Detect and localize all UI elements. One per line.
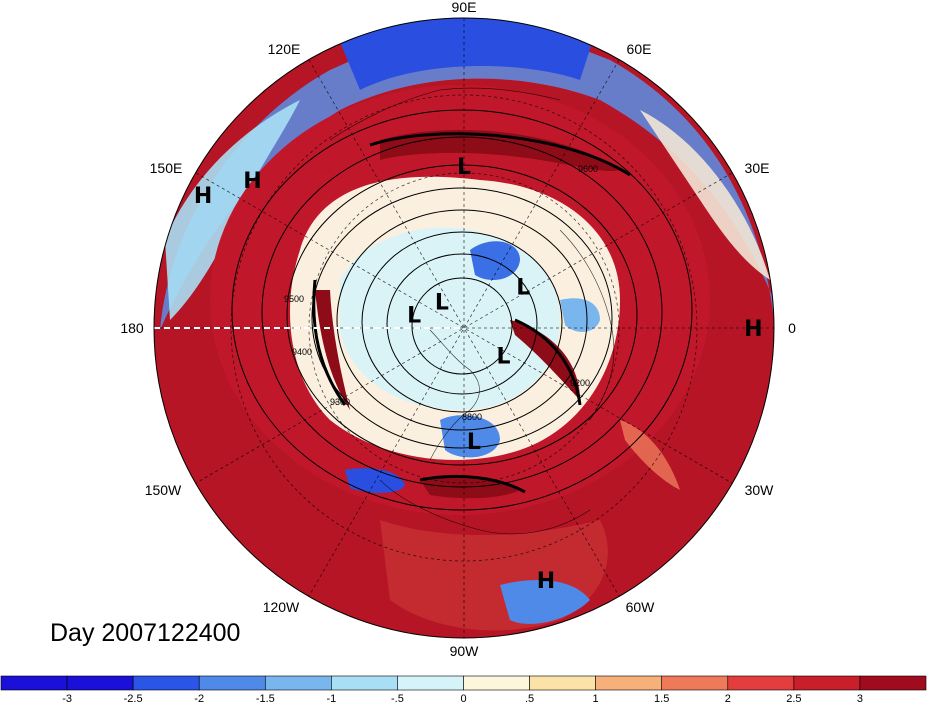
parallel-30N bbox=[230, 94, 698, 562]
lon-label-30W: 30W bbox=[745, 482, 775, 498]
contour-label-group: 9600 9500 9400 9300 8800 9200 bbox=[284, 164, 598, 422]
colorbar-box-10 bbox=[661, 675, 729, 691]
lon-label-30E: 30E bbox=[745, 160, 770, 176]
northwest-light-region bbox=[165, 100, 300, 320]
colorbar-box-12 bbox=[793, 675, 861, 691]
red-stripe-west bbox=[315, 290, 350, 410]
longitude-labels: 90E 60E 30E 0 30W 60W 90W 120W 150W 180 … bbox=[120, 0, 796, 659]
contour-label-4: 9300 bbox=[330, 397, 350, 407]
colorbar-box-5 bbox=[331, 675, 398, 691]
colorbar-box-1 bbox=[66, 675, 134, 691]
red-stripe-east bbox=[510, 320, 580, 400]
high-center-8: H bbox=[744, 317, 762, 342]
lon-label-180: 180 bbox=[120, 320, 144, 336]
day-label: Day 2007122400 bbox=[50, 619, 241, 647]
jet-contour-east bbox=[514, 318, 582, 406]
low-center-4: L bbox=[496, 345, 510, 370]
coastline-greenland bbox=[429, 329, 480, 461]
colorbar-box-11 bbox=[727, 675, 795, 691]
colorbar-tick-1: -2.5 bbox=[124, 693, 143, 702]
colorbar-tick-7: .5 bbox=[525, 693, 534, 702]
meridian-120E-60W bbox=[308, 59, 620, 597]
colorbar-box-2 bbox=[132, 675, 200, 691]
map-disc: 9600 9500 9400 9300 8800 9200 bbox=[153, 17, 775, 639]
lon-label-0: 0 bbox=[788, 320, 796, 336]
contour-8900 bbox=[411, 277, 513, 375]
colorbar-tick-5: -.5 bbox=[391, 693, 404, 702]
top-blue-region bbox=[330, 18, 600, 90]
high-center-9: H bbox=[537, 569, 555, 594]
colorbar-box-9 bbox=[595, 675, 663, 691]
contour-9400 bbox=[286, 164, 638, 466]
low-center-3: L bbox=[407, 304, 421, 329]
colorbar-tick-4: -1 bbox=[327, 693, 337, 702]
colorbar-box-7 bbox=[463, 675, 530, 691]
orange-patch-east bbox=[620, 420, 680, 490]
height-contours bbox=[231, 109, 693, 511]
contour-9000 bbox=[386, 253, 538, 395]
red-stripe-south bbox=[420, 478, 520, 499]
contour-9300 bbox=[311, 187, 613, 449]
lon-label-120E: 120E bbox=[268, 41, 301, 57]
jet-contour-north bbox=[369, 132, 631, 177]
colorbar-tick-0: -3 bbox=[62, 693, 72, 702]
lon-label-150E: 150E bbox=[150, 160, 183, 176]
map-boundary bbox=[153, 17, 775, 639]
contour-9100 bbox=[361, 231, 563, 413]
low-center-1: L bbox=[516, 276, 530, 301]
coastline-north-america bbox=[379, 479, 591, 535]
contour-label-5: 8800 bbox=[462, 412, 482, 422]
blue-patch-bottom bbox=[500, 580, 590, 624]
contour-9200 bbox=[336, 209, 588, 431]
anomaly-field bbox=[160, 18, 774, 631]
blue-patch-east bbox=[560, 298, 600, 332]
colorbar-tick-8: 1 bbox=[593, 693, 599, 702]
lon-label-60E: 60E bbox=[627, 41, 652, 57]
lon-label-150W: 150W bbox=[145, 482, 182, 498]
jet-contour-south bbox=[419, 474, 526, 494]
colorbar: -3 -2.5 -2 -1.5 -1 -.5 0 .5 1 1.5 2 2.5 3 bbox=[0, 675, 927, 702]
high-center-7: H bbox=[243, 169, 261, 194]
colorbar-box-8 bbox=[529, 675, 596, 691]
lon-label-60W: 60W bbox=[626, 599, 656, 615]
colorbar-tick-6: 0 bbox=[460, 693, 466, 702]
contour-label-1: 9600 bbox=[578, 164, 598, 174]
low-center-0: L bbox=[457, 155, 471, 180]
colorbar-tick-12: 3 bbox=[857, 693, 863, 702]
contour-label-2: 9500 bbox=[284, 294, 304, 304]
colorbar-tick-11: 2.5 bbox=[786, 693, 801, 702]
colorbar-tick-9: 1.5 bbox=[654, 693, 669, 702]
meridian-30E-150W bbox=[195, 172, 733, 484]
low-center-2: L bbox=[435, 291, 449, 316]
colorbar-box-13 bbox=[859, 675, 927, 691]
red-stripe-north bbox=[380, 130, 620, 172]
lon-label-120W: 120W bbox=[263, 599, 300, 615]
blue-patch-southwest bbox=[345, 468, 405, 493]
colorbar-tick-10: 2 bbox=[725, 693, 731, 702]
east-light-region bbox=[640, 110, 770, 280]
colorbar-tick-3: -1.5 bbox=[256, 693, 275, 702]
colorbar-tick-2: -2 bbox=[194, 693, 204, 702]
coastline-asia bbox=[329, 87, 561, 141]
meridian-60E-120W bbox=[308, 59, 620, 597]
colorbar-box-0 bbox=[0, 675, 68, 691]
low-center-5: L bbox=[467, 430, 481, 455]
contour-label-3: 9400 bbox=[292, 347, 312, 357]
upper-blue-belt bbox=[160, 25, 774, 330]
lon-label-90W: 90W bbox=[450, 643, 480, 659]
meridian-150E-30W bbox=[195, 172, 733, 484]
colorbar-box-6 bbox=[397, 675, 464, 691]
contour-9500 bbox=[261, 136, 663, 488]
contour-9600 bbox=[231, 109, 693, 511]
lon-label-90E: 90E bbox=[452, 0, 477, 15]
jet-contour-west bbox=[312, 279, 347, 406]
colorbar-box-3 bbox=[198, 675, 266, 691]
high-center-6: H bbox=[194, 184, 212, 209]
colorbar-box-4 bbox=[264, 675, 332, 691]
contour-label-6: 9200 bbox=[570, 378, 590, 388]
